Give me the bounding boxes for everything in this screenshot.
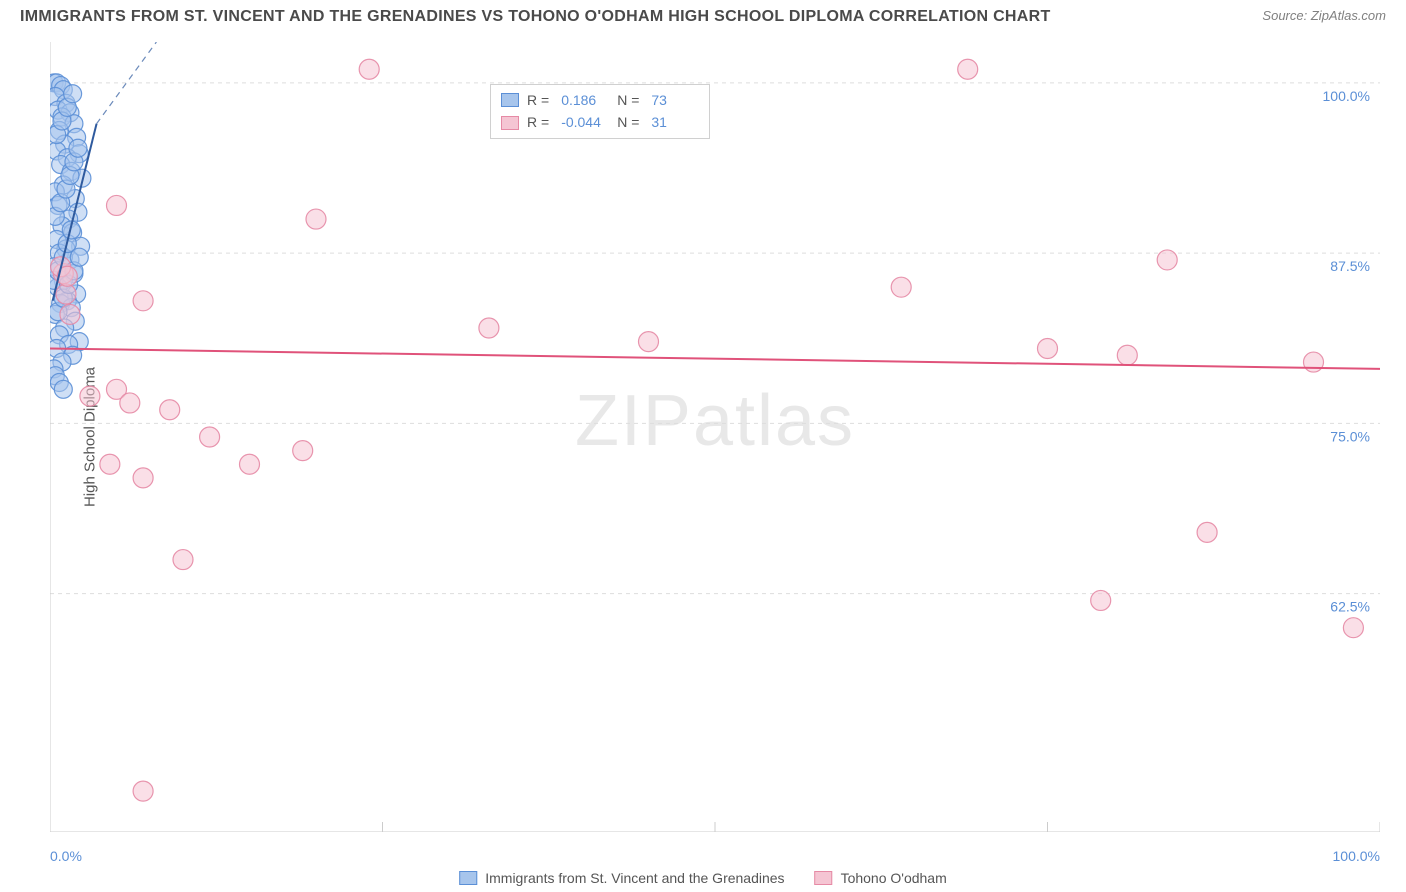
svg-text:100.0%: 100.0% bbox=[1323, 88, 1370, 104]
legend-label: Immigrants from St. Vincent and the Gren… bbox=[485, 870, 784, 886]
legend-swatch-pink bbox=[501, 116, 519, 130]
legend-swatch-pink bbox=[815, 871, 833, 885]
x-tick-max: 100.0% bbox=[1333, 848, 1380, 864]
r-value: 0.186 bbox=[561, 89, 609, 111]
source-label: Source: bbox=[1262, 8, 1307, 23]
r-value: -0.044 bbox=[561, 111, 609, 133]
svg-text:75.0%: 75.0% bbox=[1330, 428, 1370, 444]
chart-container: High School Diploma ZIPatlas 62.5%75.0%8… bbox=[50, 42, 1380, 832]
n-value: 31 bbox=[651, 111, 699, 133]
legend-stats-box: R = 0.186 N = 73 R = -0.044 N = 31 bbox=[490, 84, 710, 139]
r-label: R = bbox=[527, 89, 549, 111]
r-label: R = bbox=[527, 111, 549, 133]
legend-swatch-blue bbox=[501, 93, 519, 107]
chart-title: IMMIGRANTS FROM ST. VINCENT AND THE GREN… bbox=[20, 8, 1051, 26]
source-credit: Source: ZipAtlas.com bbox=[1262, 8, 1386, 23]
legend-series: Immigrants from St. Vincent and the Gren… bbox=[459, 870, 947, 886]
header: IMMIGRANTS FROM ST. VINCENT AND THE GREN… bbox=[0, 0, 1406, 30]
svg-text:87.5%: 87.5% bbox=[1330, 258, 1370, 274]
n-value: 73 bbox=[651, 89, 699, 111]
scatter-plot: 62.5% 75.0% 87.5% 100.0% bbox=[50, 42, 1380, 832]
legend-item-series1: Immigrants from St. Vincent and the Gren… bbox=[459, 870, 784, 886]
source-link[interactable]: ZipAtlas.com bbox=[1311, 8, 1386, 23]
n-label: N = bbox=[617, 111, 639, 133]
svg-text:62.5%: 62.5% bbox=[1330, 599, 1370, 615]
legend-item-series2: Tohono O'odham bbox=[815, 870, 947, 886]
legend-label: Tohono O'odham bbox=[841, 870, 947, 886]
n-label: N = bbox=[617, 89, 639, 111]
legend-stats-row-2: R = -0.044 N = 31 bbox=[501, 111, 699, 133]
legend-stats-row-1: R = 0.186 N = 73 bbox=[501, 89, 699, 111]
legend-swatch-blue bbox=[459, 871, 477, 885]
x-tick-min: 0.0% bbox=[50, 848, 82, 864]
